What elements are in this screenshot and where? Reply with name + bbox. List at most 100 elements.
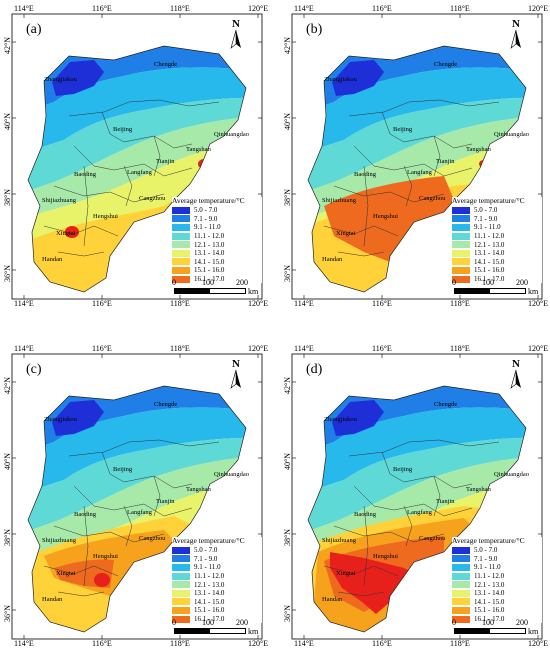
panel-label: (a) bbox=[26, 22, 42, 37]
lon-tick-label: 120°E bbox=[528, 299, 549, 308]
city-label: Xingtai bbox=[336, 230, 356, 237]
legend-swatch bbox=[172, 581, 190, 589]
city-label: Baoding bbox=[74, 171, 97, 178]
legend-label: 11.1 - 12.0 bbox=[474, 572, 505, 581]
legend: Average temperature/°C 5.0 - 7.0 7.1 - 9.0… bbox=[172, 537, 262, 624]
city-label: Langfang bbox=[407, 509, 432, 516]
temperature-band bbox=[28, 456, 246, 562]
lon-tick-label: 114°E bbox=[14, 639, 34, 648]
admin-boundary bbox=[337, 591, 385, 597]
temperature-zone bbox=[28, 200, 174, 292]
lat-tick-label: 36°N bbox=[3, 265, 12, 282]
legend-row: 5.0 - 7.0 bbox=[172, 546, 262, 555]
lon-tick-label: 116°E bbox=[92, 299, 112, 308]
legend-label: 15.1 - 16.0 bbox=[194, 266, 225, 275]
legend-swatch bbox=[452, 249, 470, 257]
north-label: N bbox=[232, 358, 240, 370]
city-label: Xingtai bbox=[336, 570, 356, 577]
legend-title: Average temperature/°C bbox=[172, 196, 245, 205]
city-label: Beijing bbox=[393, 126, 413, 133]
city-label: Handan bbox=[322, 256, 343, 263]
legend-label: 16.1 - 17.0 bbox=[474, 615, 505, 624]
city-label: Hengshui bbox=[373, 553, 398, 560]
legend-swatch bbox=[452, 598, 470, 606]
city-label: Shijiazhuang bbox=[42, 537, 76, 544]
lat-tick-label: 38°N bbox=[3, 529, 12, 546]
legend-row: 14.1 - 15.0 bbox=[172, 258, 262, 267]
legend-row: 7.1 - 9.0 bbox=[452, 215, 542, 224]
legend-title: Average temperature/°C bbox=[452, 196, 525, 205]
legend-label: 7.1 - 9.0 bbox=[194, 214, 218, 223]
lon-tick-label: 116°E bbox=[92, 639, 112, 648]
admin-boundary bbox=[101, 111, 193, 149]
legend-row: 9.1 - 11.0 bbox=[172, 563, 262, 572]
city-label: Chengde bbox=[434, 401, 458, 408]
lon-tick-label: 118°E bbox=[450, 639, 470, 648]
legend-row: 14.1 - 15.0 bbox=[172, 598, 262, 607]
legend-row: 12.1 - 13.0 bbox=[452, 240, 542, 249]
scale-bar-graphic bbox=[174, 288, 246, 294]
legend-label: 13.1 - 14.0 bbox=[474, 589, 505, 598]
city-label: Shijiazhuang bbox=[322, 197, 356, 204]
lon-tick-label: 118°E bbox=[170, 639, 190, 648]
legend-swatch bbox=[452, 275, 470, 283]
lon-tick-label: 114°E bbox=[294, 639, 314, 648]
admin-boundary bbox=[381, 451, 473, 489]
scale-bar-graphic bbox=[454, 628, 526, 634]
scale-unit: km bbox=[528, 287, 539, 296]
legend-row: 9.1 - 11.0 bbox=[172, 223, 262, 232]
legend-row: 15.1 - 16.0 bbox=[172, 266, 262, 275]
admin-boundary bbox=[73, 145, 193, 177]
coldest-zone bbox=[52, 60, 104, 96]
north-label: N bbox=[512, 18, 520, 30]
city-label: Tangshan bbox=[466, 146, 491, 153]
scale-tick: 200 bbox=[516, 618, 528, 627]
city-label: Cangzhou bbox=[419, 535, 446, 542]
admin-boundary bbox=[123, 505, 133, 547]
admin-boundary bbox=[403, 505, 413, 547]
lon-tick-label: 116°E bbox=[372, 299, 392, 308]
legend-swatch bbox=[172, 563, 190, 571]
city-label: Zhangjiakou bbox=[324, 416, 357, 423]
legend-label: 7.1 - 9.0 bbox=[474, 554, 498, 563]
temperature-band bbox=[308, 46, 526, 116]
city-label: Qinhuangdao bbox=[214, 471, 250, 478]
legend-row: 11.1 - 12.0 bbox=[452, 232, 542, 241]
lon-tick-label: 114°E bbox=[294, 299, 314, 308]
legend-label: 12.1 - 13.0 bbox=[194, 580, 225, 589]
legend-row: 7.1 - 9.0 bbox=[172, 555, 262, 564]
legend-label: 5.0 - 7.0 bbox=[474, 206, 498, 215]
city-label: Shijiazhuang bbox=[42, 197, 76, 204]
city-label: Tianjin bbox=[436, 498, 455, 505]
legend-label: 12.1 - 13.0 bbox=[474, 240, 505, 249]
admin-boundary bbox=[333, 185, 445, 203]
city-label: Cangzhou bbox=[419, 195, 446, 202]
legend-row: 9.1 - 11.0 bbox=[452, 563, 542, 572]
city-label: Qinhuangdao bbox=[494, 471, 530, 478]
city-label: Chengde bbox=[154, 401, 178, 408]
city-label: Baoding bbox=[354, 511, 377, 518]
admin-boundary bbox=[381, 111, 473, 149]
admin-boundary bbox=[123, 165, 133, 207]
legend-label: 13.1 - 14.0 bbox=[474, 249, 505, 258]
lon-tick-label: 116°E bbox=[92, 4, 112, 13]
legend-swatch bbox=[452, 258, 470, 266]
map-panel-d: 114°E 114°E 116°E 116°E 118°E 118°E 120°E 120°E… bbox=[283, 342, 549, 648]
legend-label: 12.1 - 13.0 bbox=[194, 240, 225, 249]
legend-label: 9.1 - 11.0 bbox=[474, 563, 501, 572]
legend-label: 7.1 - 9.0 bbox=[474, 214, 498, 223]
scale-bar: 0 100 200 km bbox=[172, 618, 268, 638]
north-label: N bbox=[232, 18, 240, 30]
admin-boundary bbox=[348, 439, 500, 457]
city-label: Shijiazhuang bbox=[322, 537, 356, 544]
lon-tick-label: 120°E bbox=[528, 639, 549, 648]
scale-tick: 200 bbox=[516, 278, 528, 287]
scale-unit: km bbox=[248, 627, 259, 636]
legend-row: 16.1 - 17.0 bbox=[172, 275, 262, 284]
legend-label: 5.0 - 7.0 bbox=[194, 546, 218, 555]
legend-swatch bbox=[452, 615, 470, 623]
temperature-band bbox=[28, 437, 246, 536]
city-label: Tianjin bbox=[156, 158, 175, 165]
legend-swatch bbox=[452, 589, 470, 597]
legend-row: 12.1 - 13.0 bbox=[452, 580, 542, 589]
